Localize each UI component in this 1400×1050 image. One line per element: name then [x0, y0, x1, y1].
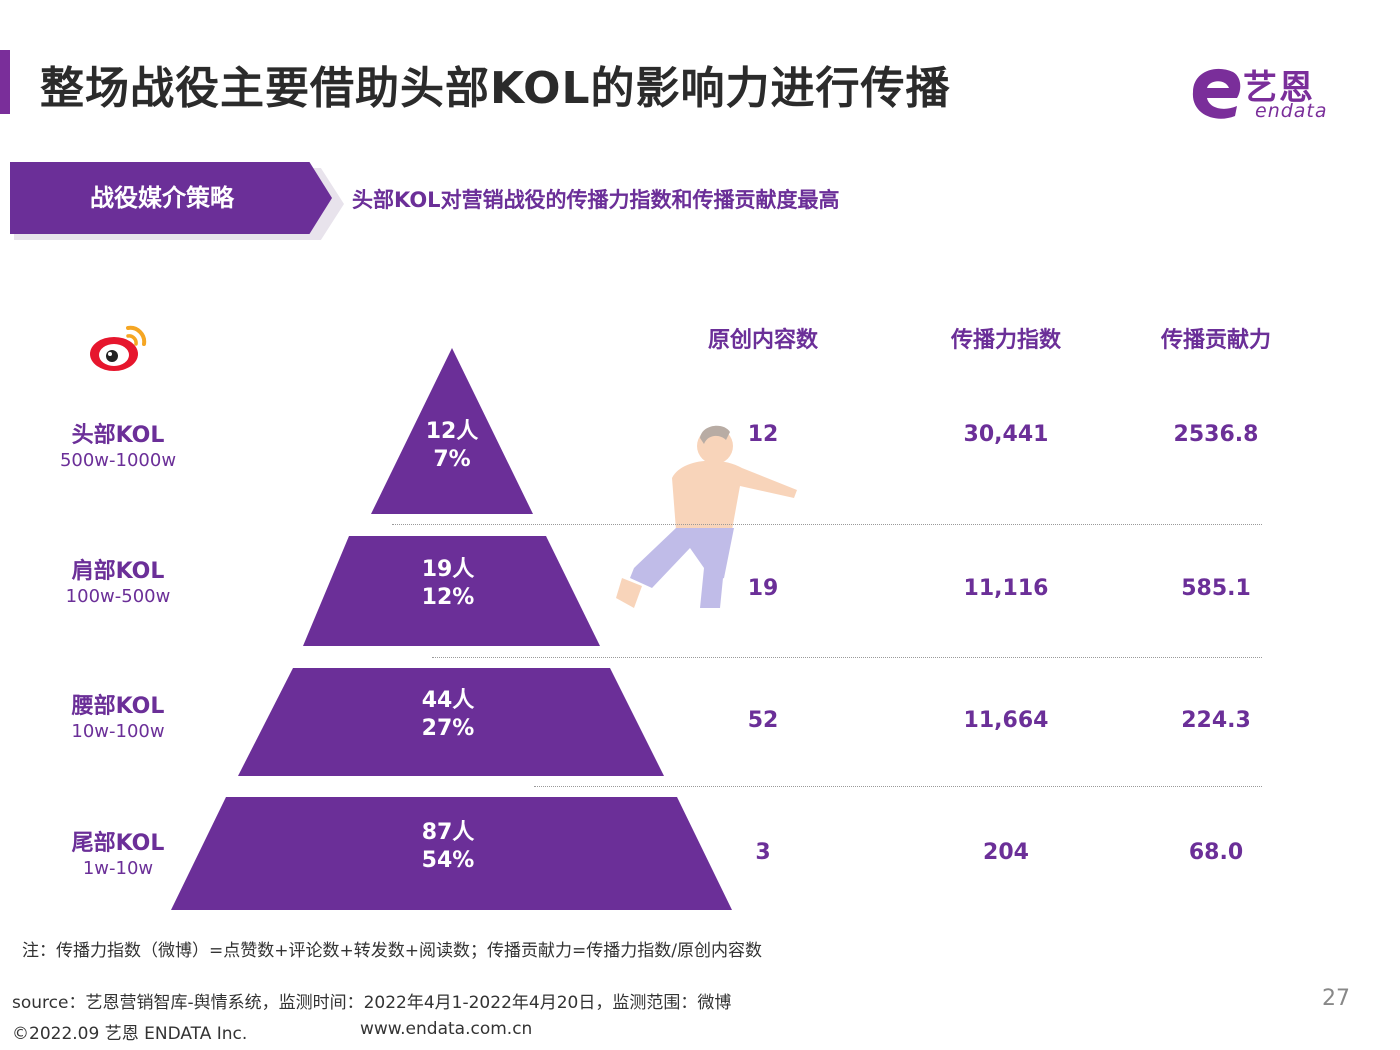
footnote: 注：传播力指数（微博）=点赞数+评论数+转发数+阅读数；传播贡献力=传播力指数/…: [22, 941, 762, 961]
cell-original: 19: [747, 576, 779, 601]
cell-contribution: 2536.8: [1173, 422, 1259, 447]
row-name: 肩部KOL: [71, 559, 165, 584]
cell-contribution: 585.1: [1181, 576, 1251, 601]
tier-people: 19人: [421, 557, 475, 582]
cell-index: 11,664: [963, 708, 1049, 733]
source-text: source：艺恩营销智库-舆情系统，监测时间：2022年4月1-2022年4月…: [12, 993, 732, 1013]
weibo-icon: [90, 325, 147, 371]
strategy-tag: 战役媒介策略: [10, 162, 332, 234]
cell-index: 204: [983, 840, 1029, 865]
row-range: 100w-500w: [65, 586, 171, 607]
column-header-contribution: 传播贡献力: [1160, 328, 1272, 353]
cell-original: 12: [747, 422, 779, 447]
cell-original: 52: [747, 708, 779, 733]
column-header-index: 传播力指数: [950, 328, 1062, 353]
logo-chinese-text: 艺恩: [1243, 68, 1315, 108]
column-header-original: 原创内容数: [707, 328, 819, 353]
tier-percent: 12%: [421, 585, 475, 610]
row-divider: [432, 657, 1262, 658]
tier-percent: 7%: [433, 447, 471, 472]
row-range: 500w-1000w: [59, 450, 177, 471]
tier-value-shoulder: 19人 12%: [388, 556, 508, 612]
row-label-tail: 尾部KOL 1w-10w: [38, 830, 198, 880]
cell-original: 3: [755, 840, 771, 865]
cell-index: 11,116: [963, 576, 1049, 601]
tier-people: 87人: [421, 820, 475, 845]
tier-value-head: 12人 7%: [392, 418, 512, 474]
row-divider: [392, 524, 1262, 525]
strategy-tag-label: 战役媒介策略: [90, 184, 234, 212]
row-divider: [534, 786, 1262, 787]
row-range: 1w-10w: [82, 858, 154, 879]
row-name: 腰部KOL: [71, 694, 165, 719]
strategy-subtitle: 头部KOL对营销战役的传播力指数和传播贡献度最高: [352, 188, 840, 212]
endata-logo: 艺恩 endata: [1185, 60, 1355, 124]
row-name: 头部KOL: [71, 423, 165, 448]
tier-percent: 54%: [421, 848, 475, 873]
row-label-head: 头部KOL 500w-1000w: [38, 422, 198, 472]
row-label-shoulder: 肩部KOL 100w-500w: [38, 558, 198, 608]
cell-index: 30,441: [963, 422, 1049, 447]
website-link[interactable]: www.endata.com.cn: [360, 1019, 533, 1039]
tier-percent: 27%: [421, 716, 475, 741]
tier-value-waist: 44人 27%: [388, 687, 508, 743]
endata-logo-icon: [1192, 68, 1241, 119]
logo-english-text: endata: [1255, 100, 1328, 122]
cell-contribution: 224.3: [1181, 708, 1251, 733]
cell-contribution: 68.0: [1188, 840, 1244, 865]
copyright-text: ©2022.09 艺恩 ENDATA Inc.: [12, 1024, 248, 1044]
tier-people: 12人: [425, 419, 479, 444]
tier-people: 44人: [421, 688, 475, 713]
row-range: 10w-100w: [71, 721, 165, 742]
tier-value-tail: 87人 54%: [388, 819, 508, 875]
running-person-icon: [616, 425, 797, 608]
title-accent-bar: [0, 50, 10, 114]
page-number: 27: [1322, 986, 1350, 1011]
row-label-waist: 腰部KOL 10w-100w: [38, 693, 198, 743]
page-title: 整场战役主要借助头部KOL的影响力进行传播: [40, 63, 951, 114]
row-name: 尾部KOL: [71, 831, 165, 856]
